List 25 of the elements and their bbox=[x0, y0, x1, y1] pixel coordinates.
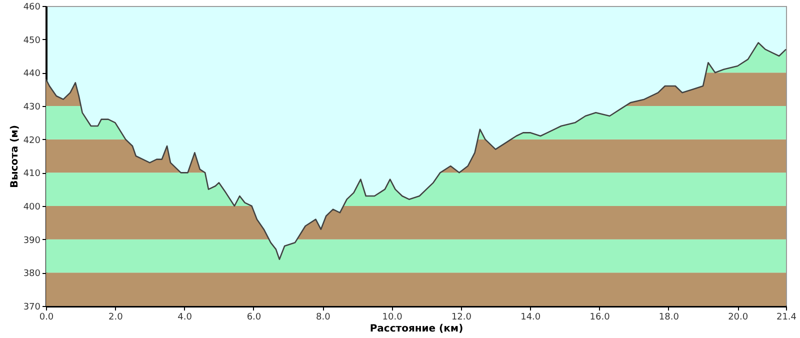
y-tick-label: 420 bbox=[23, 136, 41, 146]
x-tick-label: 10.0 bbox=[382, 312, 403, 322]
x-tick-label: 4.0 bbox=[178, 312, 192, 322]
y-tick-label: 380 bbox=[23, 269, 41, 280]
y-tick-label: 400 bbox=[23, 202, 41, 212]
y-tick-label: 410 bbox=[23, 169, 41, 180]
x-tick-label: 2.0 bbox=[108, 312, 124, 322]
y-tick-label: 370 bbox=[23, 302, 41, 312]
x-tick-label: 14.0 bbox=[520, 312, 541, 322]
x-tick-label: 20.0 bbox=[728, 312, 748, 322]
x-tick-label: 18.0 bbox=[658, 312, 680, 322]
y-tick-label: 390 bbox=[23, 236, 41, 246]
x-tick-label: 6.0 bbox=[246, 312, 262, 322]
y-tick-label: 450 bbox=[23, 36, 41, 46]
x-tick-label: 12.0 bbox=[451, 312, 472, 322]
x-tick-label: 0.0 bbox=[39, 312, 54, 322]
x-axis-title: Расстояние (км) bbox=[370, 324, 464, 334]
y-axis-title: Высота (м) bbox=[9, 125, 20, 188]
x-tick-label: 21.4 bbox=[776, 312, 797, 322]
y-tick-label: 430 bbox=[23, 102, 41, 112]
x-tick-label: 16.0 bbox=[590, 312, 610, 322]
y-tick-label: 460 bbox=[23, 2, 41, 12]
x-tick-label: 8.0 bbox=[316, 312, 331, 322]
y-tick-label: 440 bbox=[23, 69, 41, 80]
line-series bbox=[45, 42, 787, 260]
